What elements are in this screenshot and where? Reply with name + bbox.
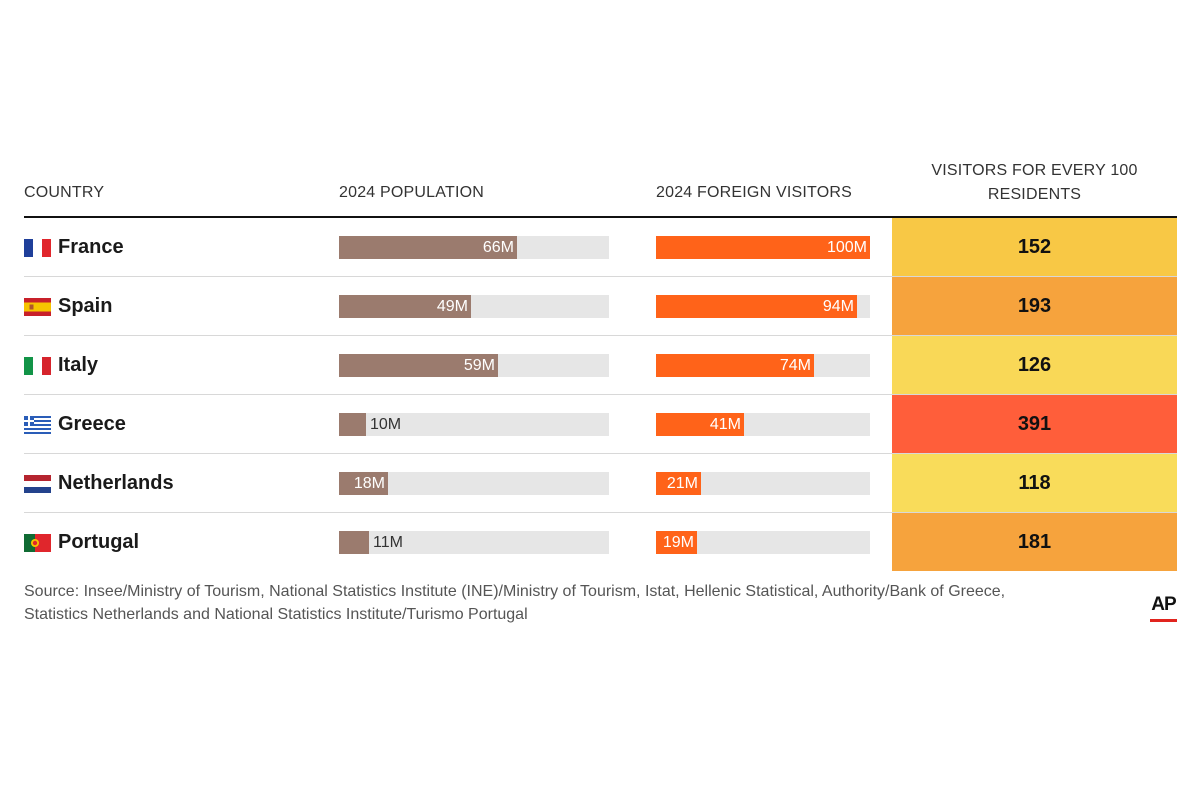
population-label: 66M: [482, 239, 514, 256]
header-visitors: 2024 FOREIGN VISITORS: [656, 184, 852, 201]
table-header: COUNTRY 2024 POPULATION 2024 FOREIGN VIS…: [24, 150, 1177, 216]
table-row: France 66M 100M 152: [24, 218, 1177, 277]
source-note: Source: Insee/Ministry of Tourism, Natio…: [24, 580, 1144, 626]
visitors-bar: [656, 295, 857, 318]
population-bar: [339, 413, 366, 436]
source-line-1: Source: Insee/Ministry of Tourism, Natio…: [24, 583, 1006, 600]
visitors-bar: [656, 413, 744, 436]
ratio-cell: 391: [892, 395, 1177, 453]
table-row: Greece 10M 41M 391: [24, 395, 1177, 454]
population-bar-track: 18M: [339, 472, 609, 495]
visitors-bar-track: 94M: [656, 295, 870, 318]
greece-flag-icon: [24, 416, 51, 434]
population-bar-track: 49M: [339, 295, 609, 318]
visitors-bar-track: 41M: [656, 413, 870, 436]
population-bar-track: 11M: [339, 531, 609, 554]
ap-logo-text: AP: [1151, 594, 1176, 615]
france-flag-icon: [24, 239, 51, 257]
country-name: Greece: [58, 413, 126, 435]
population-bar: [339, 354, 498, 377]
netherlands-flag-icon: [24, 475, 51, 493]
spain-flag-icon: [24, 298, 51, 316]
header-ratio-line1: VISITORS FOR EVERY 100: [931, 162, 1138, 179]
visitors-label: 21M: [666, 475, 698, 492]
visitors-label: 100M: [826, 239, 867, 256]
header-country: COUNTRY: [24, 184, 105, 201]
population-bar: [339, 472, 388, 495]
italy-flag-icon: [24, 357, 51, 375]
source-line-2: Statistics Netherlands and National Stat…: [24, 606, 528, 623]
visitors-label: 19M: [662, 534, 694, 551]
visitors-bar-track: 19M: [656, 531, 870, 554]
ap-logo: AP: [1150, 594, 1177, 622]
ratio-cell: 126: [892, 336, 1177, 394]
country-name: Italy: [58, 354, 99, 376]
population-bar: [339, 236, 517, 259]
population-label: 11M: [373, 534, 403, 551]
ratio-cell: 152: [892, 218, 1177, 276]
population-bar-track: 59M: [339, 354, 609, 377]
header-population: 2024 POPULATION: [339, 184, 484, 201]
population-bar: [339, 531, 369, 554]
data-table: COUNTRY 2024 POPULATION 2024 FOREIGN VIS…: [24, 150, 1177, 571]
population-label: 49M: [436, 298, 468, 315]
population-bar: [339, 295, 471, 318]
ratio-cell: 118: [892, 454, 1177, 512]
visitors-label: 74M: [779, 357, 811, 374]
portugal-flag-icon: [24, 534, 51, 552]
table-row: Portugal 11M 19M 181: [24, 513, 1177, 571]
population-label: 59M: [463, 357, 495, 374]
ratio-cell: 181: [892, 513, 1177, 571]
table-row: Netherlands 18M 21M 118: [24, 454, 1177, 513]
population-bar-track: 66M: [339, 236, 609, 259]
visitors-label: 41M: [709, 416, 741, 433]
table-row: Spain 49M 94M 193: [24, 277, 1177, 336]
visitors-bar-track: 74M: [656, 354, 870, 377]
header-rule: [24, 216, 1177, 218]
country-name: France: [58, 236, 124, 258]
header-ratio-line2: RESIDENTS: [987, 186, 1082, 203]
country-name: Portugal: [58, 531, 140, 553]
header-ratio: VISITORS FOR EVERY 100 RESIDENTS: [892, 159, 1177, 207]
population-label: 18M: [353, 475, 385, 492]
country-name: Spain: [58, 295, 113, 317]
visitors-bar: [656, 531, 697, 554]
ap-logo-underline: [1150, 619, 1177, 622]
visitors-bar-track: 21M: [656, 472, 870, 495]
visitors-bar: [656, 236, 870, 259]
table-body: France 66M 100M 152 Spain 49M 94M 193 Italy 59M 74…: [24, 218, 1177, 571]
table-row: Italy 59M 74M 126: [24, 336, 1177, 395]
visitors-bar-track: 100M: [656, 236, 870, 259]
visitors-bar: [656, 472, 701, 495]
population-label: 10M: [370, 416, 402, 433]
population-bar-track: 10M: [339, 413, 609, 436]
ratio-cell: 193: [892, 277, 1177, 335]
visitors-label: 94M: [822, 298, 854, 315]
country-name: Netherlands: [58, 472, 174, 494]
visitors-bar: [656, 354, 814, 377]
